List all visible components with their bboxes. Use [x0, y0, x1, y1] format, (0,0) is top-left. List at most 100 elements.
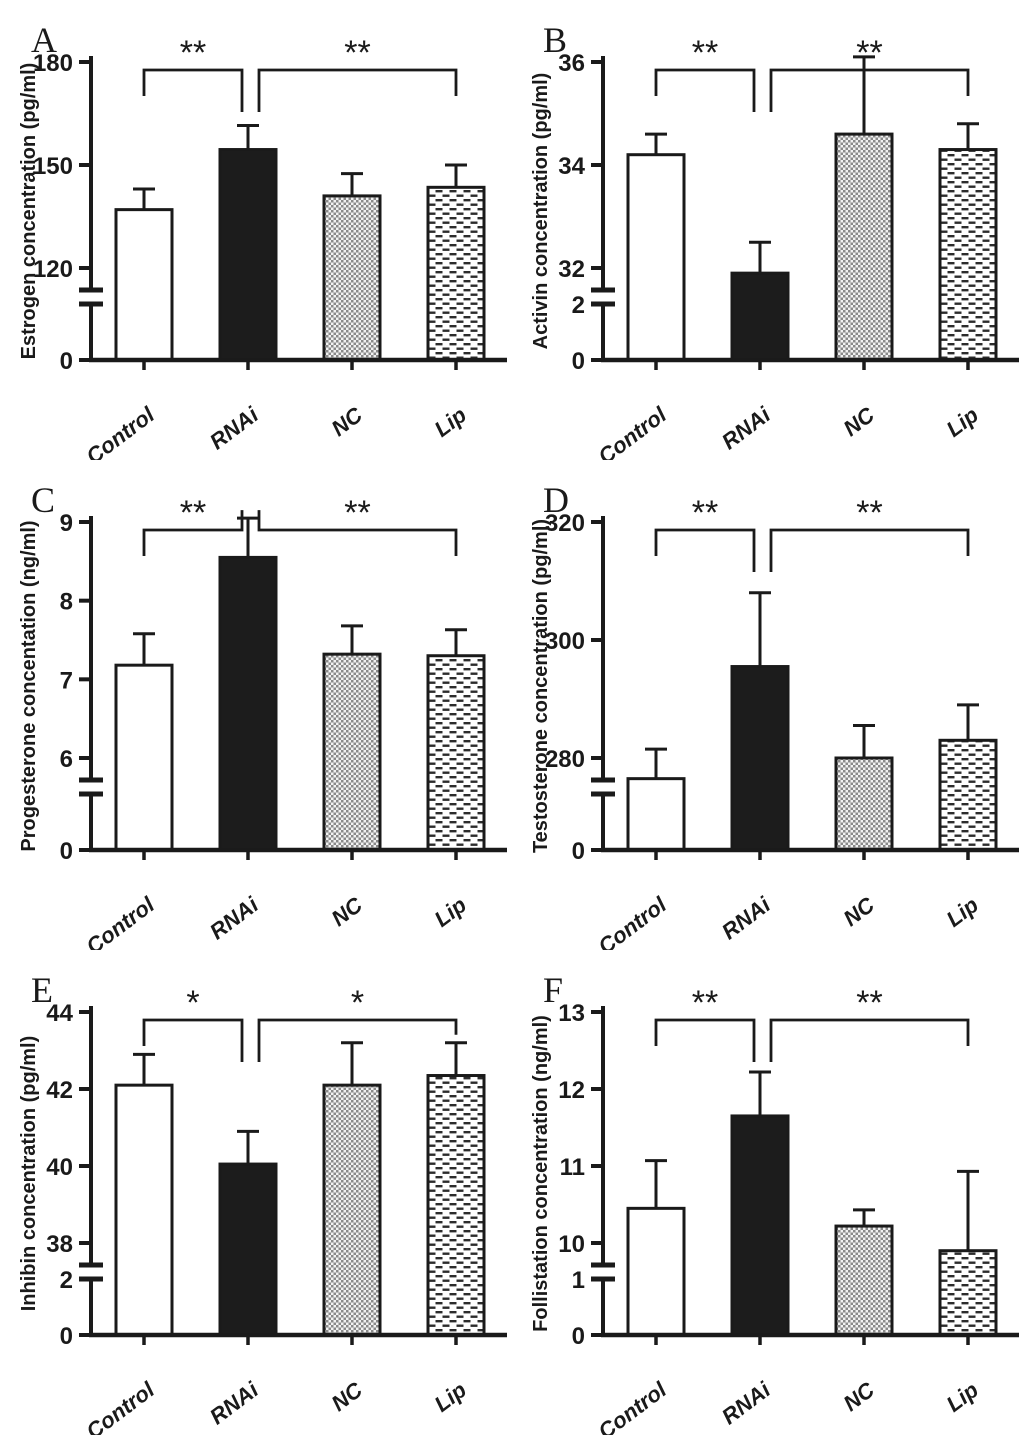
- tick-label: 32: [558, 256, 585, 283]
- chart-panel-E: E Inhibin concentration (pg/ml) 0 2 38 40 42 44…: [0, 950, 513, 1435]
- significance-asterisks: **: [691, 34, 717, 72]
- significance-asterisks: **: [344, 494, 370, 532]
- significance-asterisks: *: [350, 984, 363, 1022]
- x-category-label: Control: [81, 1376, 159, 1435]
- bar-rnai: [218, 555, 277, 852]
- significance-bracket: [142, 510, 243, 556]
- x-category-label: NC: [838, 401, 879, 441]
- tick-label: 0: [571, 838, 584, 865]
- significance-bracket: [654, 1018, 755, 1062]
- tick-label: 300: [544, 628, 584, 655]
- tick-label: 11: [559, 1154, 584, 1181]
- y-axis-label: Progesterone concentation (ng/ml): [18, 520, 40, 851]
- tick-label: 320: [544, 510, 584, 537]
- bar-control: [626, 153, 685, 362]
- bar-rnai: [730, 1114, 789, 1337]
- significance-asterisks: **: [691, 984, 717, 1022]
- significance-asterisks: **: [691, 494, 717, 532]
- x-category-label: RNAi: [717, 1376, 776, 1429]
- bar-nc: [322, 1083, 381, 1337]
- bar-rnai: [730, 271, 789, 362]
- bar-control: [114, 663, 173, 852]
- tick-label: 9: [59, 510, 72, 537]
- x-category-label: NC: [326, 1376, 367, 1416]
- x-category-label: RNAi: [205, 401, 264, 454]
- x-category-label: NC: [838, 1376, 879, 1416]
- x-category-label: Lip: [429, 1377, 470, 1417]
- chart-panel-F: F Follistation concentration (ng/ml) 0 1 10 1…: [512, 950, 1025, 1435]
- tick-label: 42: [46, 1077, 73, 1104]
- tick-label: 120: [32, 256, 72, 283]
- tick-label: 0: [59, 838, 72, 865]
- tick-label: 2: [59, 1267, 72, 1294]
- significance-bracket: [257, 510, 457, 556]
- chart-panel-B: B Activin concentration (pg/ml) 0 2 32 34 36 Co…: [512, 0, 1025, 460]
- tick-label: 12: [558, 1077, 585, 1104]
- bar-rnai: [218, 148, 277, 362]
- x-category-label: Lip: [429, 402, 470, 442]
- tick-label: 0: [59, 1323, 72, 1350]
- tick-label: 6: [59, 746, 72, 773]
- x-category-label: RNAi: [205, 891, 264, 944]
- x-category-label: Lip: [941, 1377, 982, 1417]
- bar-rnai: [218, 1162, 277, 1337]
- significance-asterisks: **: [856, 984, 882, 1022]
- tick-label: 36: [558, 50, 585, 77]
- tick-label: 44: [46, 1000, 73, 1027]
- panel-letter: D: [543, 480, 569, 520]
- tick-label: 13: [558, 1000, 585, 1027]
- significance-bracket: [142, 68, 243, 112]
- x-category-label: NC: [326, 401, 367, 441]
- tick-label: 38: [46, 1231, 73, 1258]
- tick-label: 150: [32, 153, 72, 180]
- panel-letter: E: [31, 970, 53, 1010]
- y-axis-label: Follistation concentration (ng/ml): [530, 1015, 552, 1332]
- significance-asterisks: *: [186, 984, 199, 1022]
- tick-label: 1: [571, 1267, 584, 1294]
- tick-label: 40: [46, 1154, 73, 1181]
- bar-control: [626, 777, 685, 852]
- significance-bracket: [769, 68, 969, 112]
- x-category-label: Control: [593, 1376, 671, 1435]
- x-category-label: Control: [593, 401, 671, 460]
- x-category-label: Control: [81, 891, 159, 950]
- bar-rnai: [730, 665, 789, 852]
- bar-lip: [938, 148, 997, 362]
- bar-lip: [426, 1074, 485, 1337]
- tick-label: 280: [544, 746, 584, 773]
- significance-asterisks: **: [856, 34, 882, 72]
- tick-label: 0: [571, 1323, 584, 1350]
- chart-panel-A: A Estrogen concentration (pg/ml) 0 120 150 18…: [0, 0, 513, 460]
- x-category-label: RNAi: [717, 401, 776, 454]
- tick-label: 8: [59, 589, 72, 616]
- bar-lip: [426, 185, 485, 362]
- bar-nc: [834, 132, 893, 362]
- tick-label: 7: [59, 667, 72, 694]
- significance-bracket: [257, 1018, 457, 1062]
- tick-label: 10: [558, 1231, 585, 1258]
- significance-asterisks: **: [856, 494, 882, 532]
- bar-control: [114, 208, 173, 362]
- x-category-label: Lip: [941, 402, 982, 442]
- x-category-label: Lip: [429, 892, 470, 932]
- x-category-label: NC: [326, 891, 367, 931]
- panel-letter: B: [543, 20, 567, 60]
- significance-bracket: [769, 528, 969, 572]
- x-category-label: Lip: [941, 892, 982, 932]
- significance-bracket: [142, 1018, 243, 1062]
- significance-bracket: [257, 68, 457, 112]
- tick-label: 34: [558, 153, 585, 180]
- tick-label: 0: [571, 348, 584, 375]
- panel-letter: A: [31, 20, 57, 60]
- y-axis-label: Estrogen concentration (pg/ml): [18, 63, 40, 360]
- x-category-label: RNAi: [717, 891, 776, 944]
- panel-letter: C: [31, 480, 55, 520]
- significance-bracket: [769, 1018, 969, 1062]
- x-category-label: RNAi: [205, 1376, 264, 1429]
- tick-label: 0: [59, 348, 72, 375]
- significance-asterisks: **: [344, 34, 370, 72]
- bar-lip: [938, 1249, 997, 1337]
